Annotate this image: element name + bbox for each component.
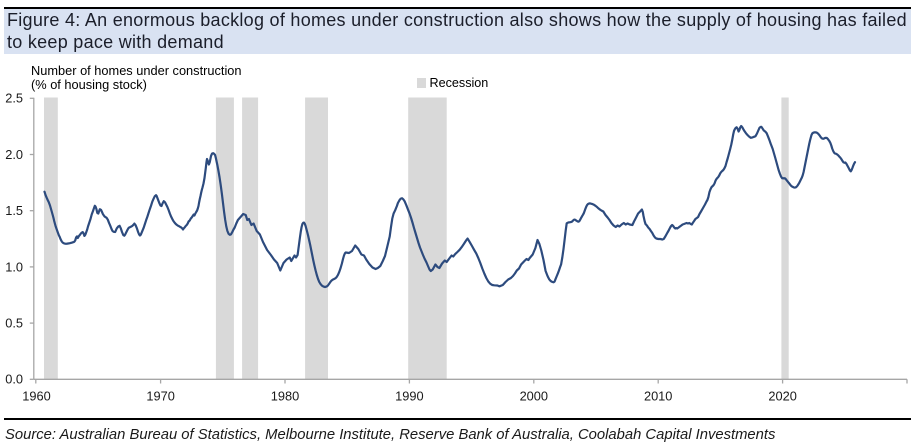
- svg-text:2020: 2020: [768, 389, 796, 404]
- svg-text:2000: 2000: [520, 389, 548, 404]
- svg-text:0.0: 0.0: [5, 372, 23, 387]
- svg-text:1.5: 1.5: [5, 203, 23, 218]
- svg-text:1990: 1990: [395, 389, 423, 404]
- svg-text:1980: 1980: [271, 389, 299, 404]
- svg-text:2.0: 2.0: [5, 147, 23, 162]
- svg-text:1960: 1960: [22, 389, 50, 404]
- svg-text:0.5: 0.5: [5, 316, 23, 331]
- svg-text:2010: 2010: [644, 389, 672, 404]
- svg-text:1970: 1970: [146, 389, 174, 404]
- svg-text:2.5: 2.5: [5, 91, 23, 106]
- svg-text:1.0: 1.0: [5, 259, 23, 274]
